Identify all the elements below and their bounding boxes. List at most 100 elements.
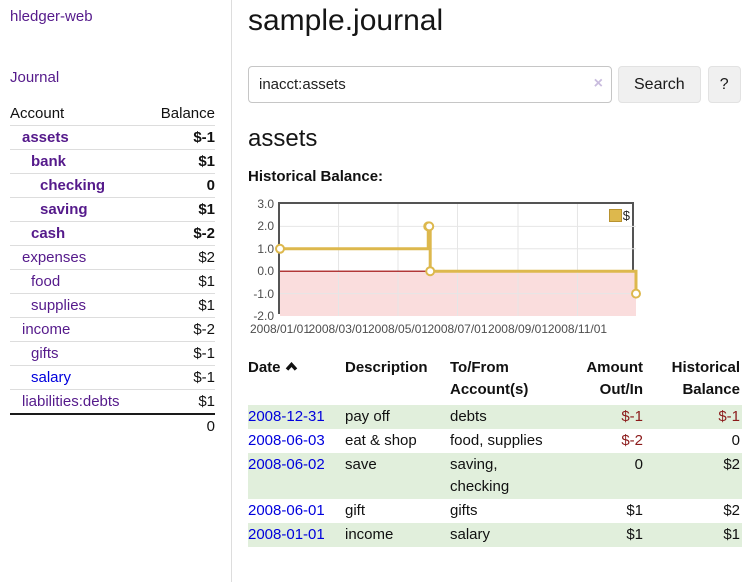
transaction-date-link[interactable]: 2008-06-02 xyxy=(248,456,325,473)
account-link-checking[interactable]: checking xyxy=(40,177,106,194)
account-row: food $1 xyxy=(10,270,215,294)
chart-x-tick-label: 2008/01/01 xyxy=(249,322,311,336)
accounts-header-account: Account xyxy=(10,105,65,122)
account-balance: 0 xyxy=(206,177,215,194)
column-header-description: Description xyxy=(345,359,428,376)
sidebar: hledger-web Journal Account Balance asse… xyxy=(0,0,232,582)
chart-y-tick-label: 1.0 xyxy=(257,241,274,256)
transaction-balance: $2 xyxy=(645,453,742,499)
account-row: liabilities:debts $1 xyxy=(10,390,215,413)
legend-swatch-icon xyxy=(608,209,622,222)
accounts-header-balance: Balance xyxy=(160,105,215,122)
chart-plot-area[interactable]: $ xyxy=(275,202,641,316)
account-balance: $1 xyxy=(198,153,215,170)
search-input[interactable] xyxy=(248,66,612,103)
register-row: 2008-06-01 gift gifts $1 $2 xyxy=(248,499,742,523)
transaction-accounts: saving, checking xyxy=(450,453,550,499)
chart-x-tick-label: 2008/11/01 xyxy=(547,322,608,336)
account-link-salary[interactable]: salary xyxy=(31,369,72,386)
transaction-amount: $-1 xyxy=(550,405,645,429)
chart-legend: $ xyxy=(608,208,630,223)
chart-x-tick-label: 2008/07/01 xyxy=(427,322,488,336)
account-balance: $-2 xyxy=(193,321,215,338)
accounts-total-balance: 0 xyxy=(206,418,215,435)
register-row: 2008-01-01 income salary $1 $1 xyxy=(248,523,742,547)
transaction-date-link[interactable]: 2008-06-01 xyxy=(248,502,325,519)
account-balance: $1 xyxy=(198,297,215,314)
column-header-amount: Amount Out/In xyxy=(586,359,643,398)
sort-ascending-icon xyxy=(285,356,298,378)
sidebar-item-journal[interactable]: Journal xyxy=(10,69,60,86)
transaction-amount: $1 xyxy=(550,523,645,547)
main-content: sample.journal × Search ? assets Histori… xyxy=(248,0,742,582)
account-row: income $-2 xyxy=(10,318,215,342)
search-form: × Search ? xyxy=(248,66,742,103)
column-header-balance: Historical Balance xyxy=(671,359,740,398)
app-title-link[interactable]: hledger-web xyxy=(10,8,93,25)
chart-y-tick-label: -1.0 xyxy=(253,286,274,301)
chart-x-axis-labels: 2008/01/01 2008/03/01 2008/05/01 2008/07/01… xyxy=(250,321,636,337)
account-row: salary $-1 xyxy=(10,366,215,390)
account-balance: $1 xyxy=(198,393,215,410)
account-row: cash $-2 xyxy=(10,222,215,246)
transaction-accounts: salary xyxy=(450,523,550,547)
chart-y-tick-label: 0.0 xyxy=(257,264,274,279)
account-balance: $-1 xyxy=(193,369,215,386)
page-title: sample.journal xyxy=(248,4,444,37)
transaction-amount: $1 xyxy=(626,502,643,519)
account-link-cash[interactable]: cash xyxy=(31,225,66,242)
chart-y-tick-label: 2.0 xyxy=(257,219,274,234)
transaction-date-link[interactable]: 2008-01-01 xyxy=(248,526,325,543)
transaction-accounts: gifts xyxy=(450,502,478,519)
chart-y-tick-label: 3.0 xyxy=(257,197,274,211)
account-link-gifts[interactable]: gifts xyxy=(31,345,59,362)
search-button[interactable]: Search xyxy=(618,66,701,103)
account-link-food[interactable]: food xyxy=(31,273,61,290)
account-link-saving[interactable]: saving xyxy=(40,201,88,218)
account-row: expenses $2 xyxy=(10,246,215,270)
historical-balance-chart: $ 2008/01/01 2008/03/01 2008/05/01 2008/07/… xyxy=(248,197,742,340)
transaction-description: income xyxy=(345,523,450,547)
account-link-liabilities-debts[interactable]: liabilities:debts xyxy=(22,393,120,410)
account-balance: $-1 xyxy=(193,129,215,146)
account-balance: $2 xyxy=(198,249,215,266)
transaction-description: eat & shop xyxy=(345,432,417,449)
account-balance: $-1 xyxy=(193,345,215,362)
column-header-accounts: To/From Account(s) xyxy=(450,359,529,398)
account-row: supplies $1 xyxy=(10,294,215,318)
register-row: 2008-12-31 pay off debts $-1 $-1 xyxy=(248,405,742,429)
transaction-description: gift xyxy=(345,502,366,519)
chart-x-tick-label: 2008/05/01 xyxy=(367,322,429,336)
transaction-amount: 0 xyxy=(550,453,645,499)
account-link-income[interactable]: income xyxy=(22,321,71,338)
transaction-amount: $-2 xyxy=(621,432,643,449)
register-header-row: Date Description To/From Account(s) Amou… xyxy=(248,357,742,405)
account-row: gifts $-1 xyxy=(10,342,215,366)
account-link-expenses[interactable]: expenses xyxy=(22,249,87,266)
chart-y-tick-label: -2.0 xyxy=(253,309,274,323)
accounts-tree: Account Balance assets $-1 bank $1 check… xyxy=(10,102,215,438)
register-table: Date Description To/From Account(s) Amou… xyxy=(248,357,742,547)
account-row: saving $1 xyxy=(10,198,215,222)
help-button[interactable]: ? xyxy=(707,66,741,103)
transaction-date-link[interactable]: 2008-06-03 xyxy=(248,432,325,449)
account-row: bank $1 xyxy=(10,150,215,174)
transaction-description: pay off xyxy=(345,405,450,429)
account-link-supplies[interactable]: supplies xyxy=(31,297,87,314)
register-row: 2008-06-03 eat & shop food, supplies $-2… xyxy=(248,429,742,453)
transaction-accounts: debts xyxy=(450,405,550,429)
chart-title: Historical Balance: xyxy=(248,168,384,185)
account-link-assets[interactable]: assets xyxy=(22,129,69,146)
transaction-balance: 0 xyxy=(731,432,740,449)
clear-search-icon[interactable]: × xyxy=(593,75,603,92)
account-row: checking 0 xyxy=(10,174,215,198)
register-row: 2008-06-02 save saving, checking 0 $2 xyxy=(248,453,742,499)
account-link-bank[interactable]: bank xyxy=(31,153,67,170)
transaction-date-link[interactable]: 2008-12-31 xyxy=(248,408,325,425)
account-row: assets $-1 xyxy=(10,126,215,150)
column-header-date[interactable]: Date xyxy=(248,357,345,405)
chart-x-tick-label: 2008/03/01 xyxy=(308,322,369,336)
chart-x-tick-label: 2008/09/01 xyxy=(487,322,548,336)
transaction-balance: $-1 xyxy=(645,405,742,429)
